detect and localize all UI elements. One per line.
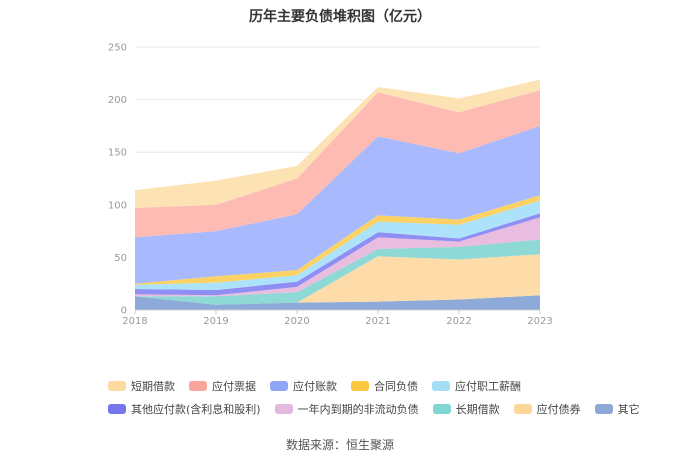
legend: 短期借款 应付票据 应付账款 合同负债 应付职工薪酬其他应付款(含利息和股利) 一年内到期… (108, 376, 640, 422)
data-source: 数据来源：恒生聚源 (285, 438, 394, 452)
area-series (135, 79, 540, 310)
y-tick-label: 250 (108, 43, 127, 54)
axes: 0 50 100 150 200 250 2018 2019 2020 2021 2022 2023 (108, 43, 553, 328)
legend-label: 长期借款 (455, 403, 500, 416)
legend-item[interactable]: 合同负债 (351, 378, 418, 394)
legend-label: 应付票据 (212, 380, 256, 393)
legend-item[interactable]: 应付账款 (270, 378, 337, 394)
legend-item[interactable]: 其他应付款(含利息和股利) (108, 401, 261, 417)
legend-swatch (108, 404, 126, 414)
legend-label: 应付职工薪酬 (455, 380, 521, 393)
legend-label: 其它 (617, 403, 640, 416)
x-tick-label: 2018 (122, 316, 147, 327)
legend-item[interactable]: 其它 (594, 401, 640, 417)
legend-label: 其他应付款(含利息和股利) (131, 403, 261, 416)
legend-swatch (432, 404, 451, 414)
area-长期借款 (135, 239, 540, 305)
y-tick-label: 100 (108, 200, 127, 211)
legend-item[interactable]: 应付职工薪酬 (432, 378, 521, 394)
legend-label: 合同负债 (374, 380, 418, 393)
legend-item[interactable]: 一年内到期的非流动负债 (274, 401, 419, 417)
y-tick-label: 150 (108, 148, 127, 159)
area-应付票据 (135, 90, 540, 238)
legend-swatch (432, 381, 450, 391)
legend-item[interactable]: 应付票据 (189, 378, 256, 394)
x-tick-label: 2021 (365, 316, 390, 327)
legend-swatch (189, 381, 207, 391)
chart-title: 历年主要负债堆积图（亿元） (249, 9, 431, 25)
x-tick-label: 2020 (284, 316, 309, 327)
y-tick-label: 200 (108, 95, 127, 106)
area-其它 (135, 295, 540, 310)
legend-swatch (351, 381, 369, 391)
x-tick-label: 2022 (446, 316, 471, 327)
area-短期借款 (135, 79, 540, 208)
x-tick-label: 2019 (203, 316, 228, 327)
legend-label: 应付债券 (536, 403, 581, 416)
y-tick-label: 0 (121, 306, 127, 317)
legend-swatch (594, 404, 613, 414)
legend-swatch (108, 381, 126, 391)
legend-label: 应付账款 (293, 380, 337, 393)
legend-label: 短期借款 (131, 380, 175, 393)
x-tick-label: 2023 (527, 316, 552, 327)
stacked-area-chart: 0 50 100 150 200 250 2018 2019 2020 2021 2022 2023 (108, 43, 553, 328)
legend-swatch (270, 381, 288, 391)
legend-swatch (513, 404, 532, 414)
area-应付账款 (135, 125, 540, 284)
legend-label: 一年内到期的非流动负债 (297, 403, 419, 416)
legend-item[interactable]: 长期借款 (432, 401, 500, 417)
legend-item[interactable]: 短期借款 (108, 378, 175, 394)
area-应付债券 (135, 254, 540, 305)
y-tick-label: 50 (114, 253, 127, 264)
legend-row: 其他应付款(含利息和股利) 一年内到期的非流动负债 长期借款 应付债券 其它 (108, 399, 640, 419)
legend-swatch (274, 404, 293, 414)
legend-row: 短期借款 应付票据 应付账款 合同负债 应付职工薪酬 (108, 376, 628, 396)
legend-item[interactable]: 应付债券 (513, 401, 581, 417)
